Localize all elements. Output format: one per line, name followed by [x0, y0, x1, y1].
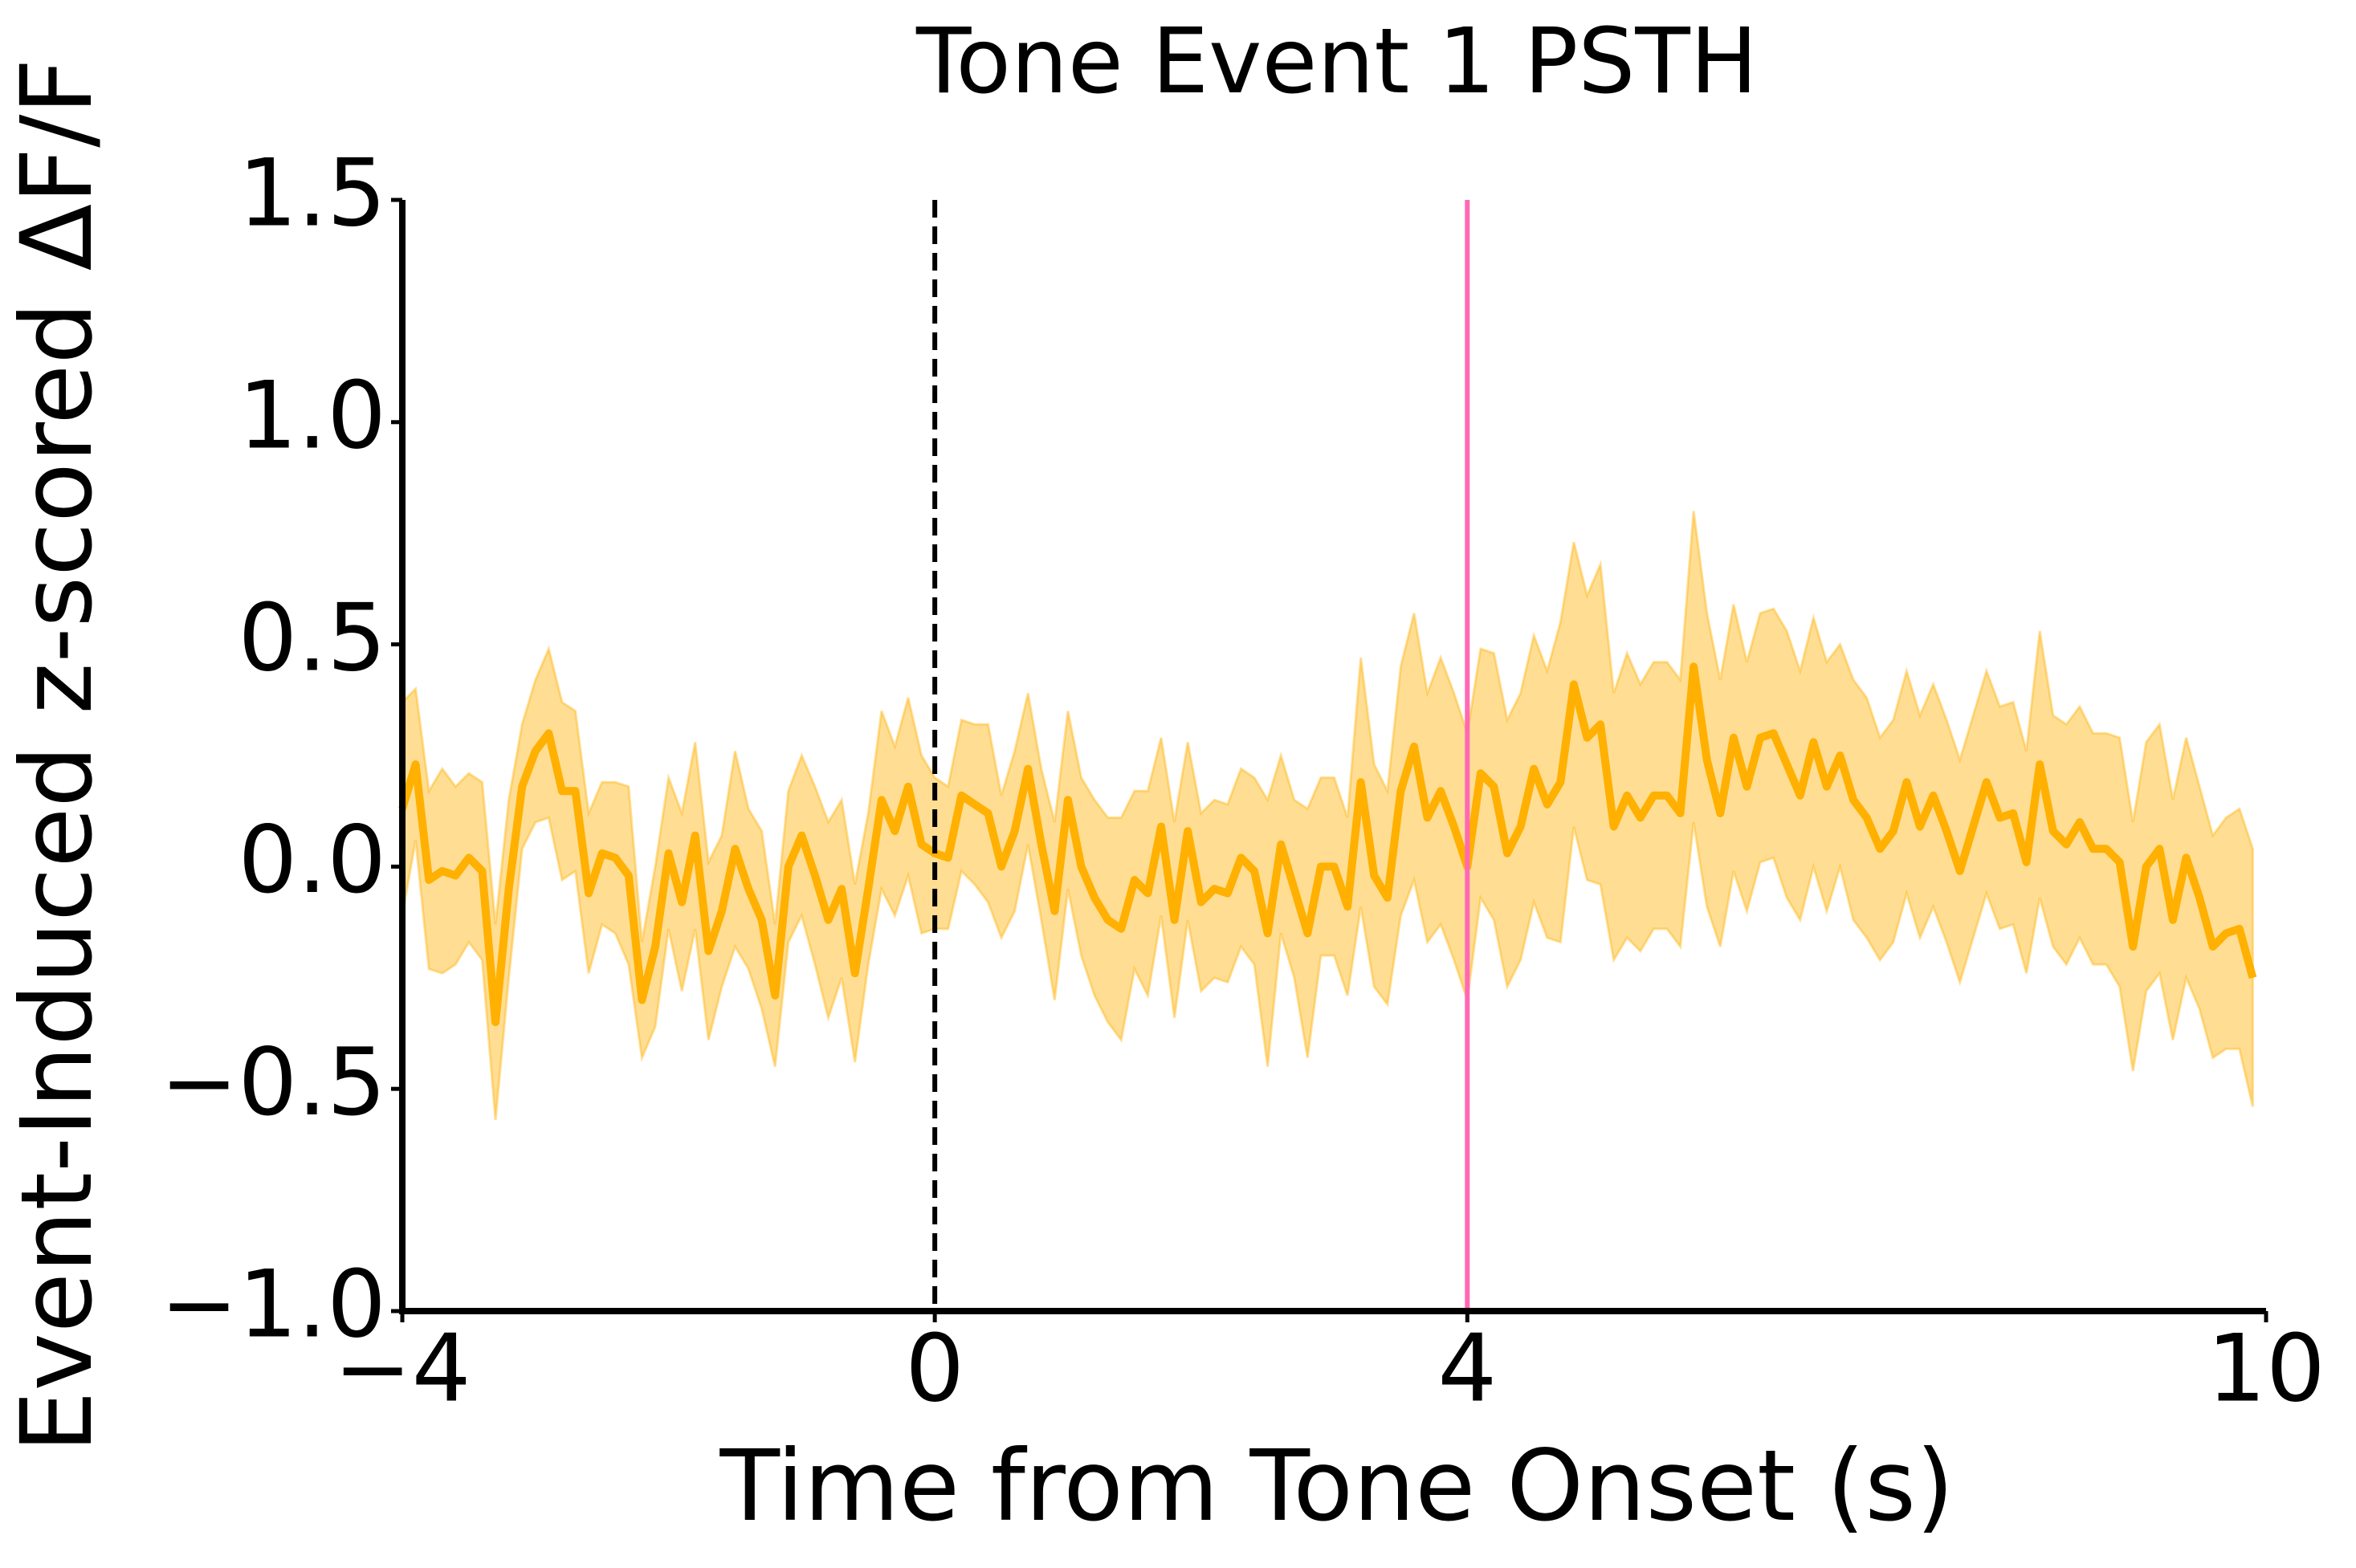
x-tick-label: 0 — [905, 1315, 964, 1423]
x-tick-label: −4 — [334, 1315, 471, 1423]
y-axis-label: Event-Induced z-scored ΔF/F — [0, 59, 114, 1453]
y-tick-label: −1.0 — [160, 1251, 386, 1359]
y-tick-label: −0.5 — [160, 1028, 386, 1137]
error-band — [401, 511, 2254, 1121]
y-tick-label: 1.0 — [238, 362, 386, 470]
chart-title: Tone Event 1 PSTH — [915, 10, 1758, 114]
y-tick-label: 0.0 — [238, 806, 386, 914]
x-tick-label: 10 — [2207, 1315, 2325, 1423]
mean-line — [398, 662, 2257, 1027]
y-tick-label: 0.5 — [238, 584, 386, 692]
y-tick-label: 1.5 — [238, 140, 386, 248]
x-tick-label: 4 — [1437, 1315, 1497, 1423]
x-axis-label: Time from Tone Onset (s) — [719, 1429, 1955, 1543]
